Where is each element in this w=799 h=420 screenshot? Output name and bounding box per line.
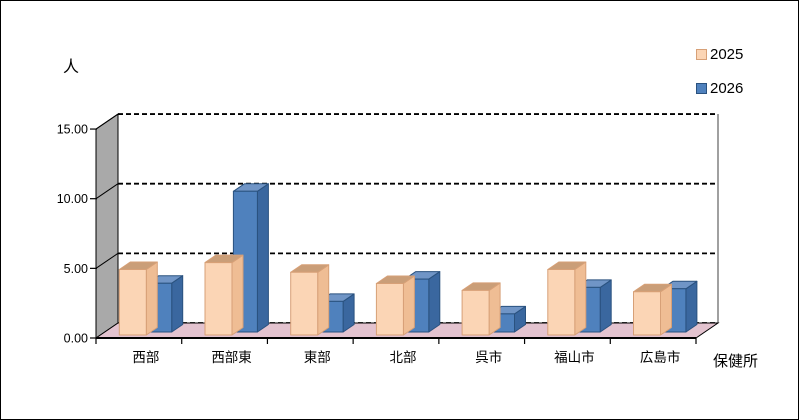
bar-2025-西部 <box>118 269 147 336</box>
bar-2025-西部東 <box>204 262 233 336</box>
x-category-label: 福山市 <box>554 349 595 365</box>
y-axis-title: 人 <box>63 59 80 76</box>
y-tick-label: 15.00 <box>57 123 88 137</box>
x-axis-title: 保健所 <box>713 353 759 370</box>
bar-side-2025-北部 <box>402 275 415 336</box>
y-tick-label: 10.00 <box>57 192 88 206</box>
wall-gridline <box>95 252 119 269</box>
legend-swatch-2026 <box>696 82 707 94</box>
legend: 2025 2026 <box>696 45 743 113</box>
bar-side-2025-福山市 <box>574 261 587 336</box>
bar-side-2025-西部 <box>145 261 158 336</box>
bar-side-2025-西部東 <box>231 254 244 336</box>
bar-side-2026-北部 <box>428 271 441 333</box>
x-category-label: 西部東 <box>211 350 252 365</box>
bar-side-2025-東部 <box>317 264 330 336</box>
wall-gridline <box>95 113 119 130</box>
bar-side-2026-西部 <box>171 275 184 333</box>
y-tick-label: 5.00 <box>64 262 88 276</box>
bar-2025-北部 <box>375 283 404 336</box>
bar-side-2025-広島市 <box>660 283 672 336</box>
plot-left-wall <box>95 113 119 339</box>
bar-side-2026-福山市 <box>599 279 612 333</box>
bar-2025-福山市 <box>547 269 576 336</box>
bar-2025-呉市 <box>461 289 490 336</box>
bar-side-2025-呉市 <box>488 282 501 336</box>
bar-side-2026-広島市 <box>685 280 698 333</box>
bar-side-2026-西部東 <box>256 183 269 333</box>
x-category-label: 東部 <box>304 350 331 365</box>
x-category-label: 広島市 <box>640 349 681 365</box>
x-category-label: 北部 <box>390 350 417 365</box>
wall-gridline <box>95 183 119 200</box>
bar-2025-東部 <box>290 271 319 336</box>
x-category-label: 西部 <box>132 350 159 365</box>
legend-item-2025: 2025 <box>696 45 743 63</box>
legend-label-2025: 2025 <box>710 45 744 63</box>
bar-2025-広島市 <box>633 291 661 336</box>
y-tick-label: 0.00 <box>64 332 88 346</box>
legend-swatch-2025 <box>696 48 707 60</box>
legend-item-2026: 2026 <box>696 79 743 97</box>
legend-label-2026: 2026 <box>710 79 744 97</box>
x-category-label: 呉市 <box>475 349 502 365</box>
